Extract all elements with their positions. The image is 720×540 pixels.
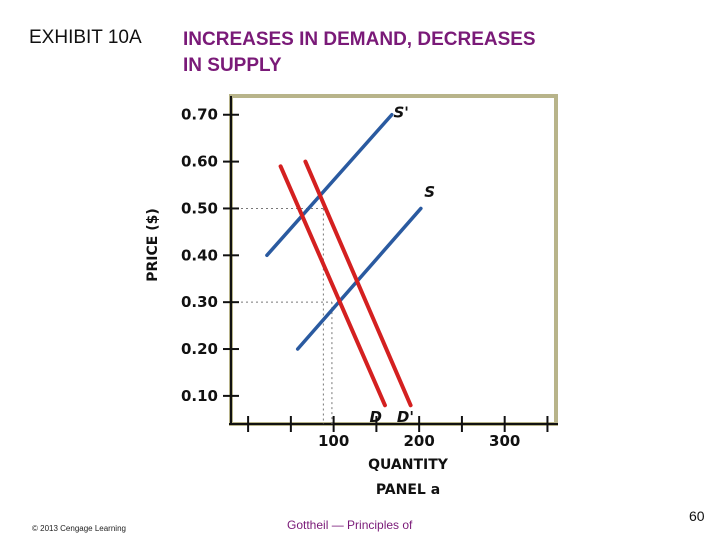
y-tick-label-4: 0.30 bbox=[181, 293, 218, 311]
x-tick-label-1: 200 bbox=[404, 432, 435, 450]
supply-curve-1 bbox=[295, 206, 423, 351]
y-tick-label-6: 0.10 bbox=[181, 387, 218, 405]
y-tick-label-2: 0.50 bbox=[181, 199, 218, 217]
footer-text: Gottheil — Principles of bbox=[287, 518, 413, 532]
y-axis-ticks: 0.70 0.60 0.50 0.40 0.30 0.20 0.10 bbox=[181, 106, 239, 405]
curves bbox=[265, 112, 423, 408]
x-tick-label-2: 300 bbox=[489, 432, 520, 450]
exhibit-label: EXHIBIT 10A bbox=[29, 27, 142, 48]
curve-label-supply-0: S' bbox=[394, 103, 409, 121]
demand-curve-3 bbox=[303, 159, 413, 408]
demand-curve-2 bbox=[278, 164, 387, 408]
x-axis-title: QUANTITY bbox=[368, 457, 449, 473]
curve-labels: S' S D D' bbox=[370, 103, 436, 426]
slide-title-line-2: IN SUPPLY bbox=[183, 55, 282, 76]
y-tick-label-1: 0.60 bbox=[181, 153, 218, 171]
supply-curve-0 bbox=[265, 112, 394, 258]
y-tick-label-0: 0.70 bbox=[181, 106, 218, 124]
copyright-notice: © 2013 Cengage Learning bbox=[32, 524, 126, 533]
curve-label-demand-3: D' bbox=[397, 408, 414, 426]
page-number: 60 bbox=[689, 508, 705, 524]
x-axis-ticks: 100 200 300 bbox=[247, 416, 549, 450]
curve-label-demand-2: D bbox=[370, 408, 382, 426]
y-axis-title: PRICE ($) bbox=[145, 208, 161, 282]
slide-title: INCREASES IN DEMAND, DECREASES IN SUPPLY bbox=[183, 27, 536, 79]
y-tick-label-5: 0.20 bbox=[181, 340, 218, 358]
curve-label-supply-1: S bbox=[424, 183, 435, 201]
panel-title: PANEL a bbox=[376, 482, 440, 498]
y-tick-label-3: 0.40 bbox=[181, 246, 218, 264]
plot-frame bbox=[229, 94, 558, 426]
slide-title-line-1: INCREASES IN DEMAND, DECREASES bbox=[183, 29, 536, 50]
x-tick-label-0: 100 bbox=[318, 432, 349, 450]
